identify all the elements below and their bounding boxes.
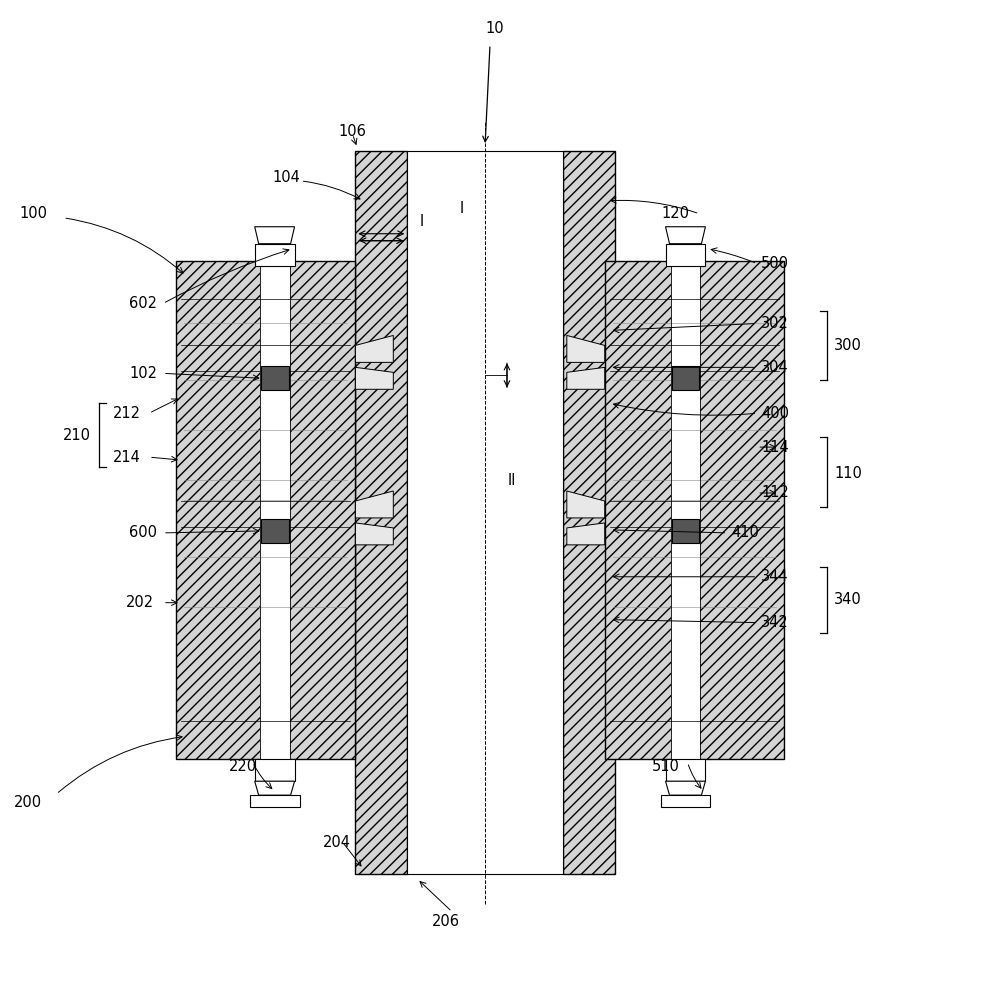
Bar: [605, 261, 784, 759]
Text: 410: 410: [731, 525, 759, 541]
Polygon shape: [567, 491, 605, 518]
Bar: [666, 243, 705, 266]
Text: 342: 342: [761, 615, 789, 630]
Text: 104: 104: [273, 170, 301, 185]
Bar: [250, 795, 300, 807]
Text: 212: 212: [113, 406, 141, 421]
Text: I: I: [419, 214, 423, 229]
Bar: [355, 151, 407, 874]
Bar: [672, 519, 699, 543]
Text: 510: 510: [652, 758, 679, 774]
Text: 304: 304: [761, 360, 789, 375]
Polygon shape: [355, 336, 393, 362]
Text: 202: 202: [126, 595, 154, 610]
Text: 114: 114: [761, 439, 789, 455]
Bar: [672, 366, 699, 390]
Text: II: II: [508, 473, 516, 488]
Polygon shape: [255, 227, 295, 243]
Text: 220: 220: [229, 758, 257, 774]
Text: 120: 120: [662, 206, 690, 222]
Text: 600: 600: [129, 525, 157, 541]
Text: 112: 112: [761, 486, 789, 500]
Bar: [407, 151, 563, 874]
Text: 302: 302: [761, 316, 789, 331]
Bar: [661, 795, 710, 807]
Bar: [563, 151, 615, 874]
Text: 106: 106: [338, 123, 366, 139]
Text: 204: 204: [323, 834, 351, 849]
Polygon shape: [666, 781, 705, 795]
Text: 500: 500: [761, 256, 789, 271]
Text: 214: 214: [113, 449, 141, 465]
Polygon shape: [567, 523, 605, 545]
Text: 400: 400: [761, 406, 789, 421]
Text: 210: 210: [63, 427, 91, 442]
Bar: [666, 759, 705, 781]
Text: 340: 340: [834, 592, 862, 607]
Bar: [255, 759, 295, 781]
Polygon shape: [355, 491, 393, 518]
Text: I: I: [460, 201, 464, 216]
Bar: [261, 519, 289, 543]
Polygon shape: [567, 336, 605, 362]
Text: 602: 602: [129, 296, 157, 311]
Polygon shape: [355, 367, 393, 389]
Text: 110: 110: [834, 466, 862, 481]
Text: 102: 102: [129, 365, 157, 381]
Polygon shape: [355, 523, 393, 545]
Polygon shape: [255, 781, 295, 795]
Polygon shape: [666, 227, 705, 243]
Bar: [255, 243, 295, 266]
Text: 200: 200: [13, 795, 42, 810]
Polygon shape: [567, 367, 605, 389]
Text: 100: 100: [19, 206, 47, 222]
Bar: [260, 261, 290, 759]
Text: 344: 344: [761, 569, 789, 584]
Bar: [176, 261, 355, 759]
Text: 206: 206: [432, 914, 460, 929]
Bar: [671, 261, 700, 759]
Text: 10: 10: [486, 21, 504, 35]
Text: 300: 300: [834, 338, 862, 353]
Bar: [261, 366, 289, 390]
